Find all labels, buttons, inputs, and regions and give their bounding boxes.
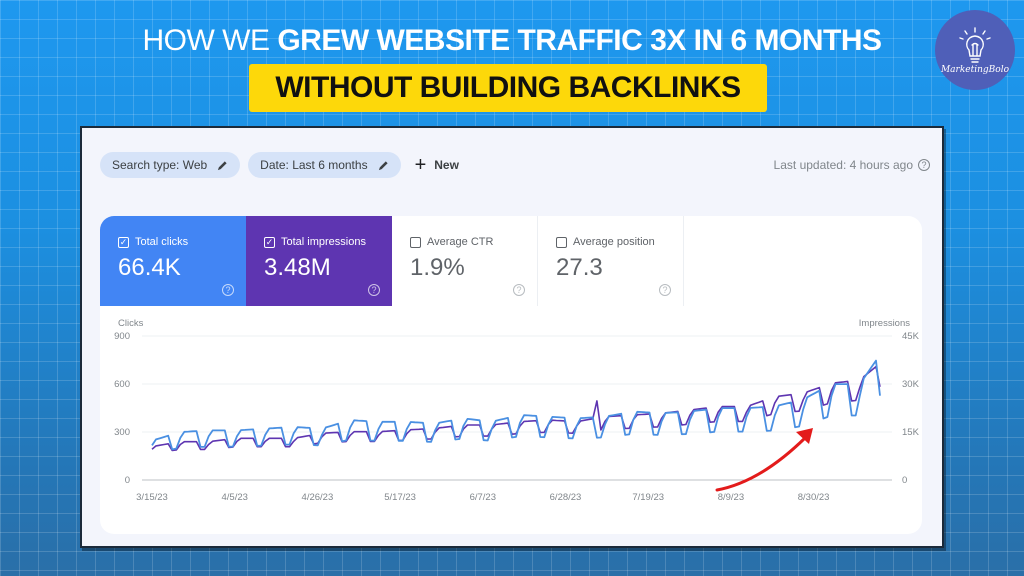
brand-logo: MarketingBolo (935, 10, 1015, 90)
svg-text:0: 0 (902, 475, 907, 486)
chip-label: Search type: Web (112, 158, 208, 172)
search-type-filter-chip[interactable]: Search type: Web (100, 152, 241, 178)
checkbox-checked-icon[interactable]: ✓ (118, 236, 129, 248)
left-axis-title: Clicks (118, 318, 144, 329)
pencil-icon (378, 160, 388, 170)
gridlines: 0 0 300 15K 600 30K 900 45K 3/15/23 4/5/23 4/26/23… (114, 331, 919, 503)
help-icon[interactable]: ? (918, 159, 930, 171)
brand-name: MarketingBolo (940, 64, 1010, 75)
highlight-banner: WITHOUT BUILDING BACKLINKS (249, 64, 767, 112)
pencil-icon (218, 160, 227, 170)
metric-value: 27.3 (556, 254, 603, 281)
svg-text:8/30/23: 8/30/23 (798, 492, 830, 503)
metric-label: Total clicks (135, 236, 189, 248)
svg-text:4/5/23: 4/5/23 (221, 492, 247, 503)
svg-text:15K: 15K (902, 427, 920, 438)
metric-card-average-ctr[interactable]: Average CTR 1.9% ? (392, 216, 538, 306)
lightbulb-icon (959, 26, 991, 63)
headline-light: HOW WE (142, 24, 278, 57)
right-axis-title: Impressions (859, 318, 910, 329)
metric-value: 1.9% (410, 254, 465, 281)
last-updated: Last updated: 4 hours ago ? (774, 158, 930, 172)
svg-text:45K: 45K (902, 331, 920, 342)
metric-card-total-clicks[interactable]: ✓ Total clicks 66.4K ? (100, 216, 246, 306)
svg-text:600: 600 (114, 379, 130, 390)
svg-text:4/26/23: 4/26/23 (302, 492, 334, 503)
svg-text:6/7/23: 6/7/23 (470, 492, 496, 503)
performance-chart: Clicks Impressions 0 0 300 15K 600 30K 900 45K 3… (100, 314, 922, 534)
metric-value: 66.4K (118, 254, 181, 281)
svg-text:8/9/23: 8/9/23 (718, 492, 744, 503)
date-filter-chip[interactable]: Date: Last 6 months (248, 152, 401, 178)
checkbox-unchecked-icon[interactable] (556, 236, 567, 248)
metric-card-average-position[interactable]: Average position 27.3 ? (538, 216, 684, 306)
performance-panel: ✓ Total clicks 66.4K ? ✓ Total impressions… (100, 216, 922, 534)
plus-icon: + (414, 154, 427, 176)
trend-arrow-icon (715, 436, 807, 492)
data-lines (151, 359, 881, 452)
filter-toolbar: Search type: Web Date: Last 6 months + N… (100, 152, 459, 178)
svg-text:3/15/23: 3/15/23 (136, 492, 168, 503)
line-chart: Clicks Impressions 0 0 300 15K 600 30K 900 45K 3… (114, 318, 919, 503)
svg-text:300: 300 (114, 427, 130, 438)
new-label: New (434, 158, 459, 172)
checkbox-checked-icon[interactable]: ✓ (264, 236, 275, 248)
metric-card-total-impressions[interactable]: ✓ Total impressions 3.48M ? (246, 216, 392, 306)
headline-bold: GREW WEBSITE TRAFFIC 3X IN 6 MONTHS (277, 24, 882, 57)
svg-text:5/17/23: 5/17/23 (384, 492, 416, 503)
svg-text:7/19/23: 7/19/23 (632, 492, 664, 503)
svg-text:900: 900 (114, 331, 130, 342)
svg-text:6/28/23: 6/28/23 (550, 492, 582, 503)
chip-label: Date: Last 6 months (260, 158, 368, 172)
help-icon[interactable]: ? (368, 284, 380, 296)
svg-text:30K: 30K (902, 379, 920, 390)
metric-label: Average position (573, 236, 655, 248)
new-filter-button[interactable]: + New (415, 155, 459, 175)
svg-text:0: 0 (125, 475, 130, 486)
trend-arrowhead-icon (796, 428, 813, 444)
headline: HOW WE GREW WEBSITE TRAFFIC 3X IN 6 MONT… (0, 24, 1024, 58)
metric-label: Total impressions (281, 236, 366, 248)
help-icon[interactable]: ? (222, 284, 234, 296)
highlight-text: WITHOUT BUILDING BACKLINKS (275, 71, 741, 104)
metric-label: Average CTR (427, 236, 494, 248)
help-icon[interactable]: ? (513, 284, 525, 296)
search-console-screenshot: Search type: Web Date: Last 6 months + N… (80, 126, 944, 548)
metric-cards: ✓ Total clicks 66.4K ? ✓ Total impressions… (100, 216, 684, 306)
metric-value: 3.48M (264, 254, 331, 281)
help-icon[interactable]: ? (659, 284, 671, 296)
last-updated-text: Last updated: 4 hours ago (773, 158, 913, 172)
checkbox-unchecked-icon[interactable] (410, 236, 421, 248)
